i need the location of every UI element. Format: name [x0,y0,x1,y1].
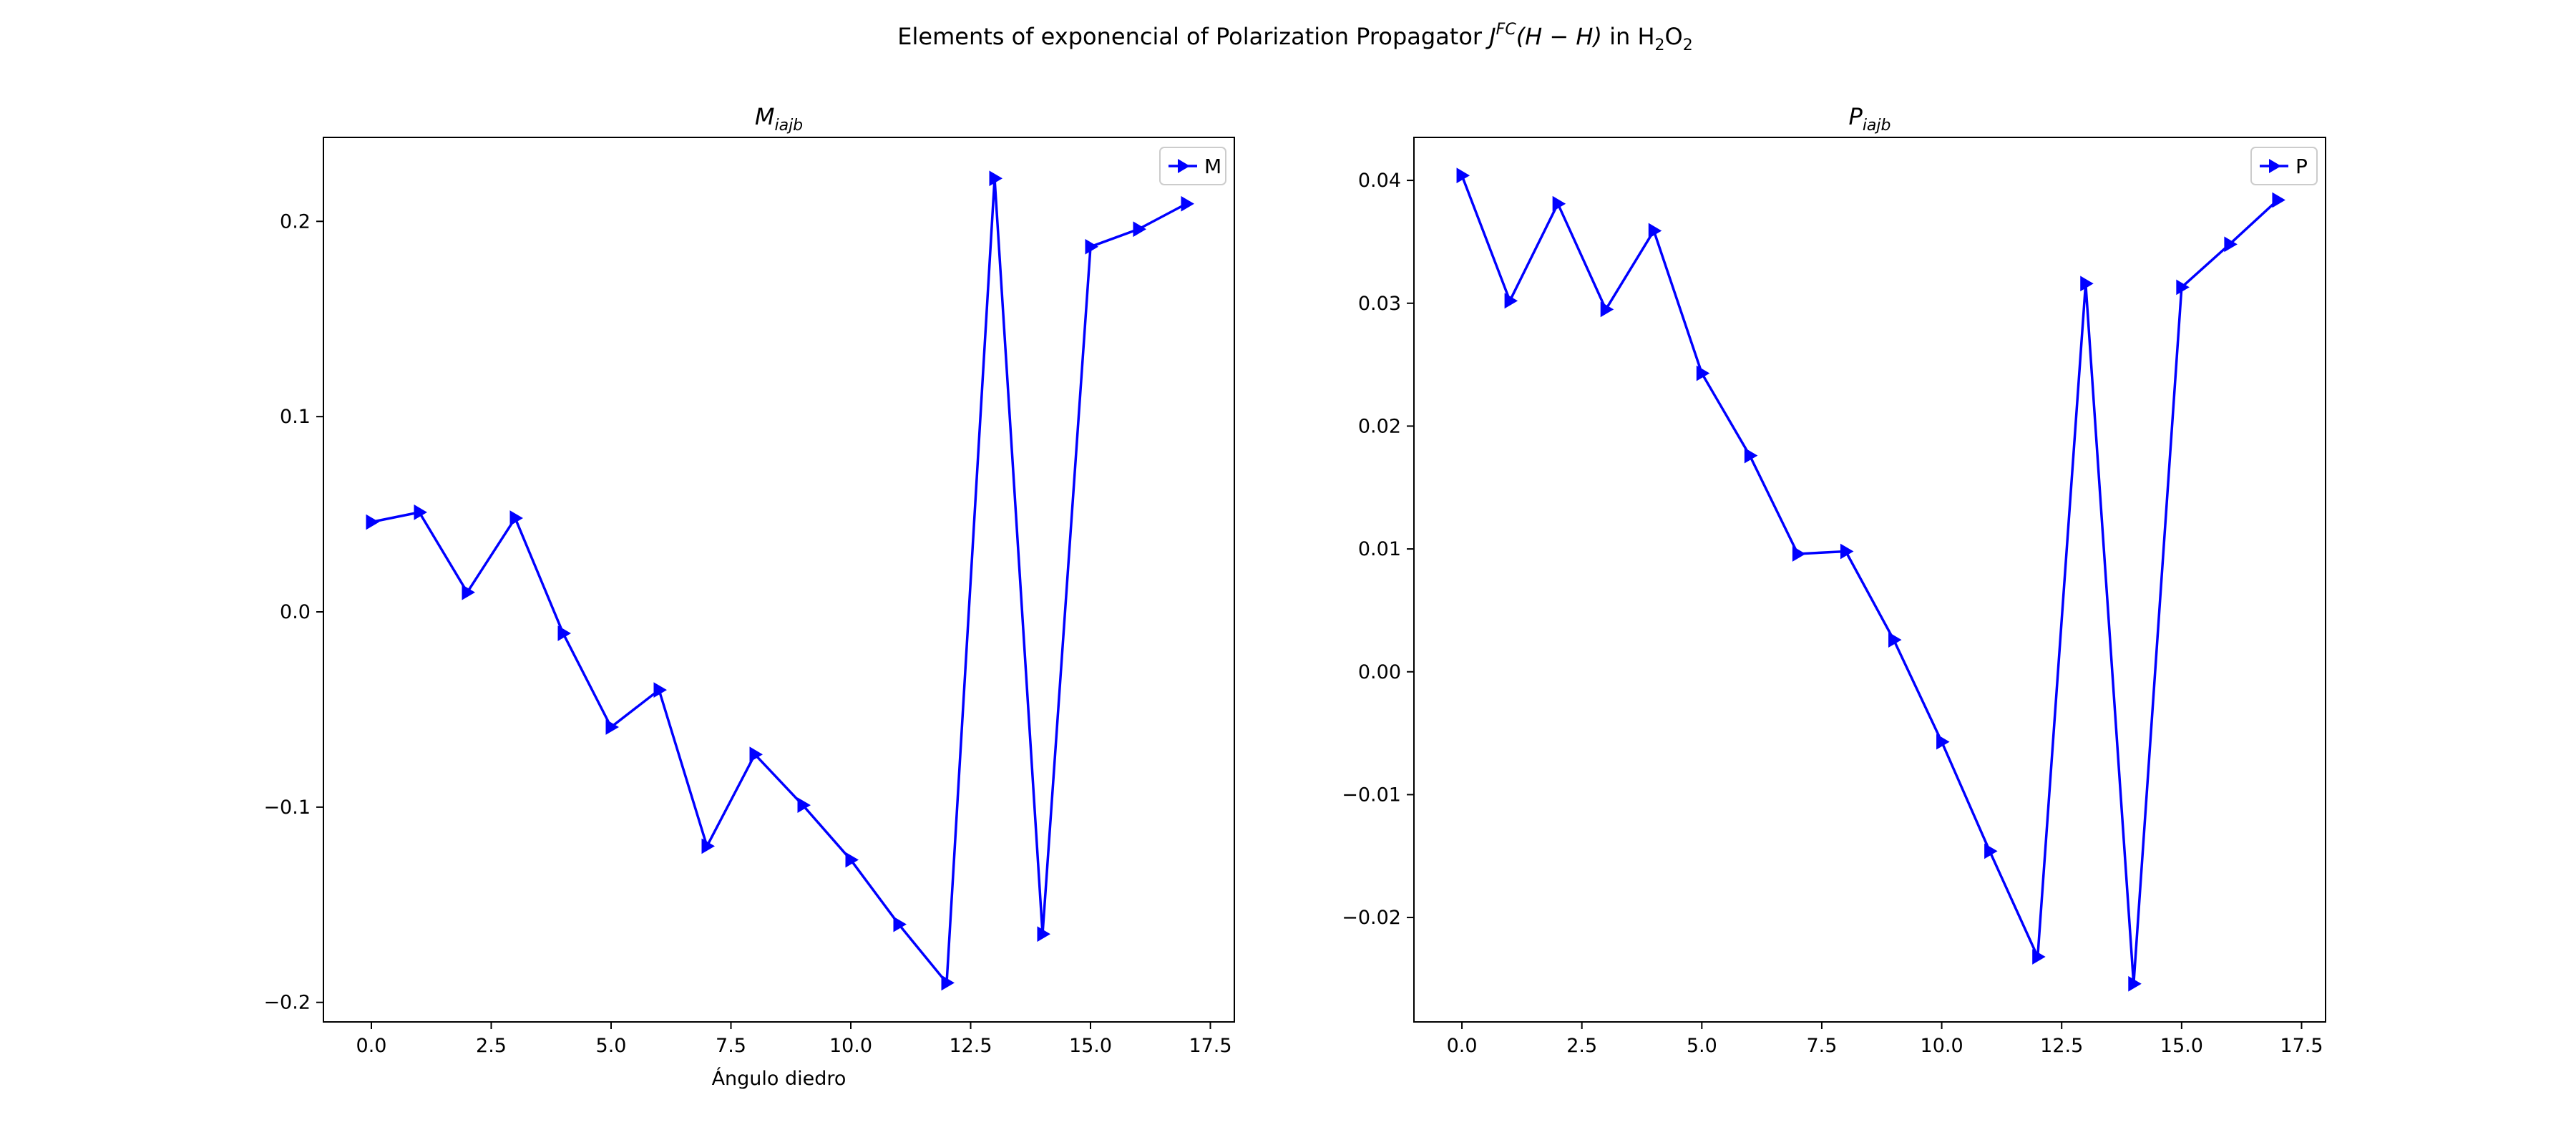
data-point-P-14 [2128,975,2142,992]
y-tick-label: 0.04 [1358,170,1401,192]
legend-label-M: M [1204,155,1221,178]
subplot-p-iajb: Piajb 0.0 2.5 5.0 7.5 10.0 12.5 15.0 17.5 −0.02 −0… [1342,103,2326,1057]
data-point-M-7 [701,838,715,854]
data-point-P-11 [1984,843,1998,859]
data-point-P-5 [1696,365,1710,381]
y-tick-label: −0.1 [263,796,311,819]
legend-marker-P [2269,159,2281,173]
figure-title: Elements of exponencial of Polarization … [897,21,1692,54]
data-point-P-10 [1936,734,1950,750]
y-tick-label: −0.2 [263,992,311,1014]
data-point-M-4 [557,625,571,641]
data-point-M-9 [797,797,811,814]
x-axis-label: Ángulo diedro [712,1067,847,1090]
y-tick-label: 0.0 [280,601,311,623]
subplot-m-iajb: Miajb 0.0 2.5 5.0 7.5 10.0 12.5 15.0 17.5 −0.2 −0.… [263,103,1235,1090]
data-point-M-2 [462,584,475,600]
data-point-P-3 [1600,301,1614,318]
data-point-M-14 [1037,926,1050,942]
x-tick-label: 7.5 [716,1035,746,1057]
data-point-P-13 [2080,276,2094,292]
data-point-M-8 [749,746,763,763]
y-tick-label: −0.01 [1342,784,1401,806]
x-tick-label: 15.0 [2160,1035,2203,1057]
data-point-P-15 [2176,279,2190,296]
data-point-M-16 [1133,221,1146,238]
data-point-P-4 [1648,223,1662,239]
legend-label-P: P [2296,155,2308,178]
axes-frame-0 [323,137,1235,1023]
data-point-P-1 [1504,293,1518,309]
axes-frame-1 [1413,137,2326,1023]
x-tick-label: 5.0 [1687,1035,1717,1057]
data-point-P-17 [2272,192,2285,208]
x-tick-label: 12.5 [2040,1035,2083,1057]
legend-marker-M [1178,159,1190,173]
data-point-P-0 [1456,167,1470,184]
data-point-M-5 [605,719,619,735]
y-tick-label: 0.00 [1358,661,1401,683]
x-tick-label: 5.0 [596,1035,627,1057]
x-tick-label: 2.5 [476,1035,507,1057]
y-tick-label: 0.2 [280,210,311,233]
y-tick-label: 0.01 [1358,538,1401,560]
x-tick-label: 10.0 [829,1035,872,1057]
x-tick-label: 7.5 [1806,1035,1837,1057]
x-tick-label: 17.5 [1189,1035,1231,1057]
data-point-M-17 [1181,195,1194,212]
x-tick-label: 2.5 [1566,1035,1597,1057]
data-point-M-0 [366,514,379,530]
x-tick-label: 12.5 [949,1035,992,1057]
data-point-P-9 [1888,632,1902,648]
data-point-M-11 [893,916,907,932]
x-tick-label: 17.5 [2280,1035,2323,1057]
data-point-P-6 [1744,447,1758,464]
axes-title-0: Miajb [755,103,803,135]
data-point-P-8 [1840,543,1854,560]
axes-title-1: Piajb [1849,103,1891,135]
x-tick-label: 0.0 [356,1035,387,1057]
y-tick-label: 0.02 [1358,415,1401,437]
y-tick-label: 0.03 [1358,293,1401,315]
data-point-M-10 [845,852,859,868]
series-line-P [1460,175,2279,985]
data-point-P-12 [2032,949,2046,965]
x-tick-label: 10.0 [1921,1035,1963,1057]
data-point-P-2 [1552,195,1566,212]
series-line-M [371,177,1187,985]
x-tick-label: 0.0 [1447,1035,1478,1057]
data-point-M-12 [941,975,955,991]
data-point-M-6 [653,682,667,698]
data-point-P-7 [1792,546,1806,562]
data-point-M-1 [414,504,427,520]
y-tick-label: −0.02 [1342,907,1401,929]
y-tick-label: 0.1 [280,406,311,428]
data-point-M-13 [989,170,1002,187]
data-point-P-16 [2224,236,2238,253]
x-tick-label: 15.0 [1069,1035,1112,1057]
data-point-M-15 [1085,238,1098,255]
data-point-M-3 [509,510,523,526]
